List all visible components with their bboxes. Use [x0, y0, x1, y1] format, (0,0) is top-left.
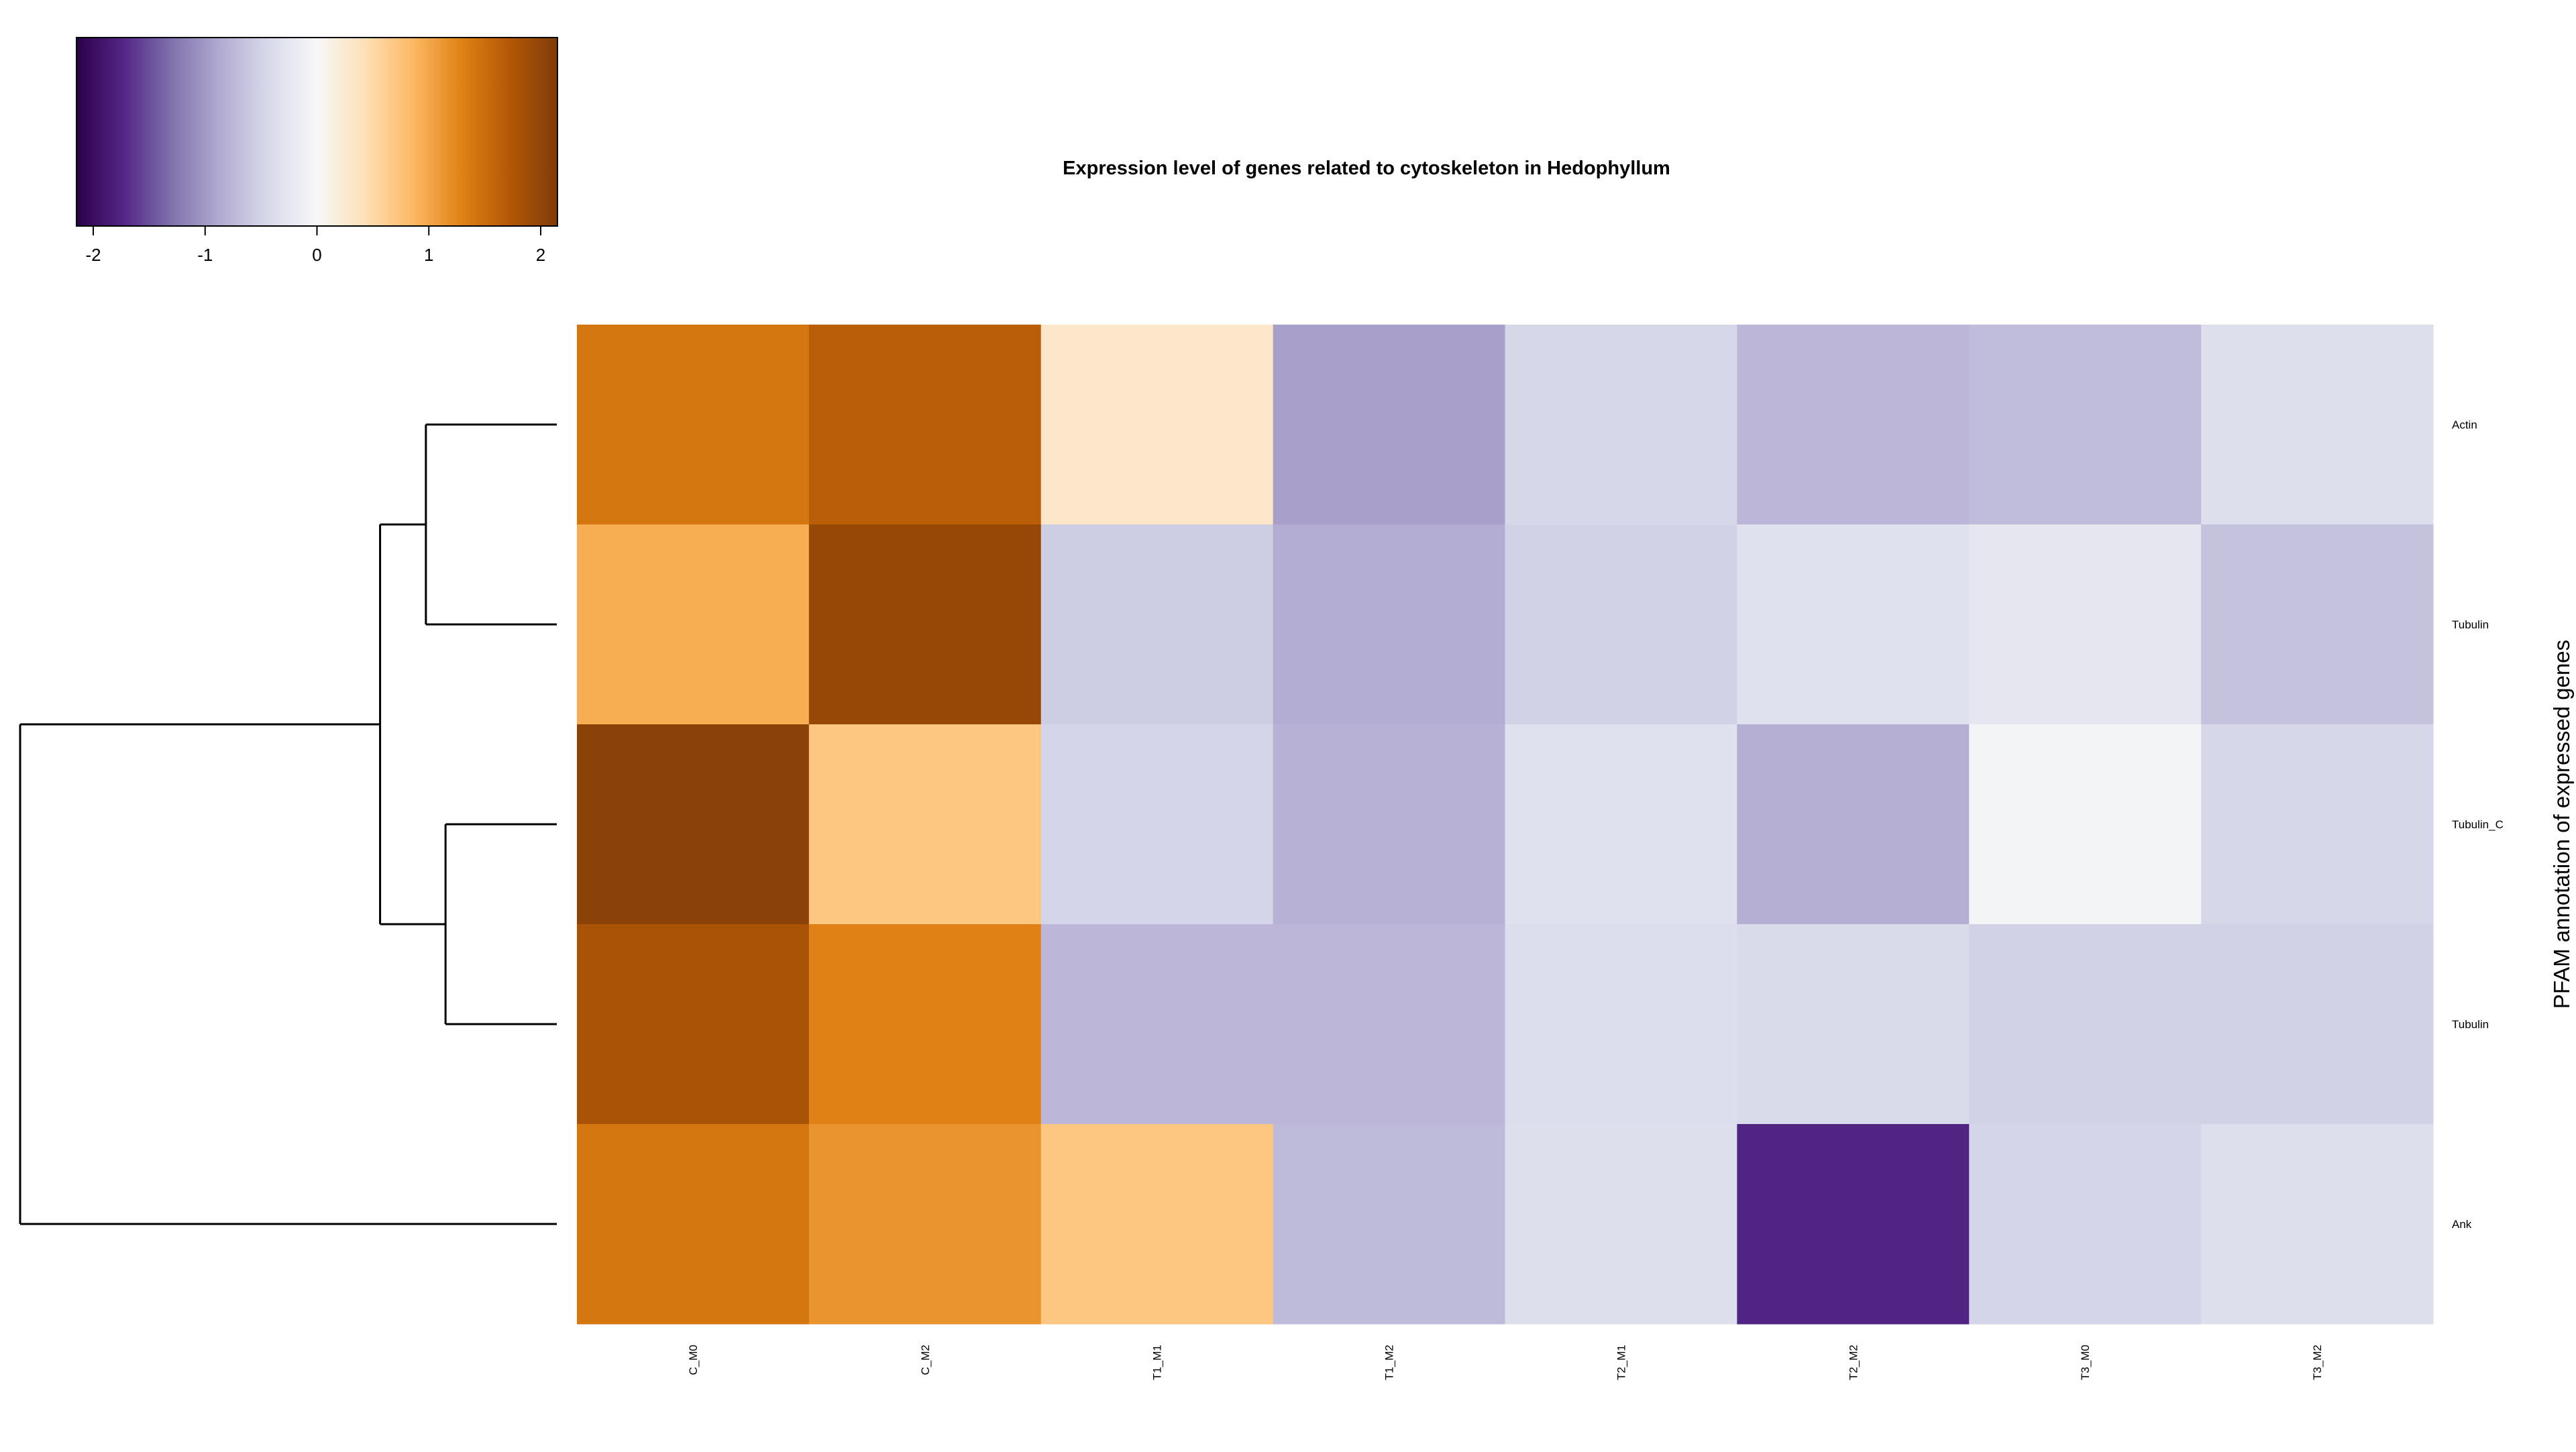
heatmap-cell — [2201, 924, 2434, 1125]
heatmap-cell — [1737, 325, 1970, 525]
heatmap-cell — [1737, 524, 1970, 725]
column-label: T3_M2 — [2311, 1345, 2324, 1380]
chart-title: Expression level of genes related to cyt… — [1063, 158, 1670, 179]
column-label: C_M2 — [919, 1345, 932, 1375]
heatmap-cell — [2201, 325, 2434, 525]
column-label: C_M0 — [687, 1345, 700, 1375]
heatmap-cell — [808, 724, 1042, 925]
heatmap-cell — [1273, 524, 1506, 725]
column-label: T1_M1 — [1151, 1345, 1164, 1380]
column-label: T3_M0 — [2079, 1345, 2092, 1380]
column-label: T1_M2 — [1383, 1345, 1396, 1380]
y-axis-label: PFAM annotation of expressed genes — [2549, 640, 2574, 1009]
heatmap-cell — [1505, 924, 1737, 1125]
heatmap-cell — [577, 1124, 810, 1325]
colorbar-tick-label: 1 — [424, 245, 433, 265]
row-label: Tubulin — [2452, 1018, 2489, 1031]
heatmap-cell — [2201, 1124, 2434, 1325]
heatmap-cell — [577, 524, 810, 725]
heatmap-cell — [808, 924, 1042, 1125]
heatmap-cell — [1505, 524, 1737, 725]
heatmap-cell — [1505, 1124, 1737, 1325]
heatmap-cell — [2201, 724, 2434, 925]
colorbar-tick-label: -1 — [197, 245, 213, 265]
column-label: T2_M1 — [1615, 1345, 1627, 1380]
heatmap-cell — [1040, 1124, 1274, 1325]
row-label: Tubulin_C — [2452, 818, 2504, 831]
heatmap-cell — [1737, 724, 1970, 925]
heatmap-cell — [577, 724, 810, 925]
heatmap-cell — [1040, 524, 1274, 725]
heatmap-cell — [1273, 325, 1506, 525]
heatmap-cell — [1505, 724, 1737, 925]
heatmap-cell — [1969, 924, 2202, 1125]
heatmap-cell — [1969, 325, 2202, 525]
heatmap-cell — [808, 325, 1042, 525]
heatmap-cell — [1737, 1124, 1970, 1325]
heatmap-cell — [1969, 1124, 2202, 1325]
colorbar-tick-label: 2 — [536, 245, 545, 265]
colorbar-tick-label: -2 — [85, 245, 101, 265]
heatmap-cell — [1969, 724, 2202, 925]
column-label: T2_M2 — [1847, 1345, 1860, 1380]
row-label: Tubulin — [2452, 618, 2489, 631]
heatmap-cell — [808, 524, 1042, 725]
heatmap-cell — [1040, 724, 1274, 925]
heatmap-cell — [1273, 724, 1506, 925]
heatmap-cell — [1969, 524, 2202, 725]
colorbar-tick-label: 0 — [312, 245, 321, 265]
row-label: Actin — [2452, 418, 2477, 431]
heatmap-cell — [1273, 1124, 1506, 1325]
heatmap-cell — [1505, 325, 1737, 525]
heatmap-cell — [808, 1124, 1042, 1325]
heatmap-cell — [1040, 924, 1274, 1125]
heatmap-cell — [577, 325, 810, 525]
heatmap-cell — [1737, 924, 1970, 1125]
heatmap-cell — [577, 924, 810, 1125]
heatmap-cell — [1273, 924, 1506, 1125]
heatmap-cell — [2201, 524, 2434, 725]
heatmap-cell — [1040, 325, 1274, 525]
row-label: Ank — [2452, 1218, 2472, 1231]
colorbar-gradient — [76, 37, 558, 227]
